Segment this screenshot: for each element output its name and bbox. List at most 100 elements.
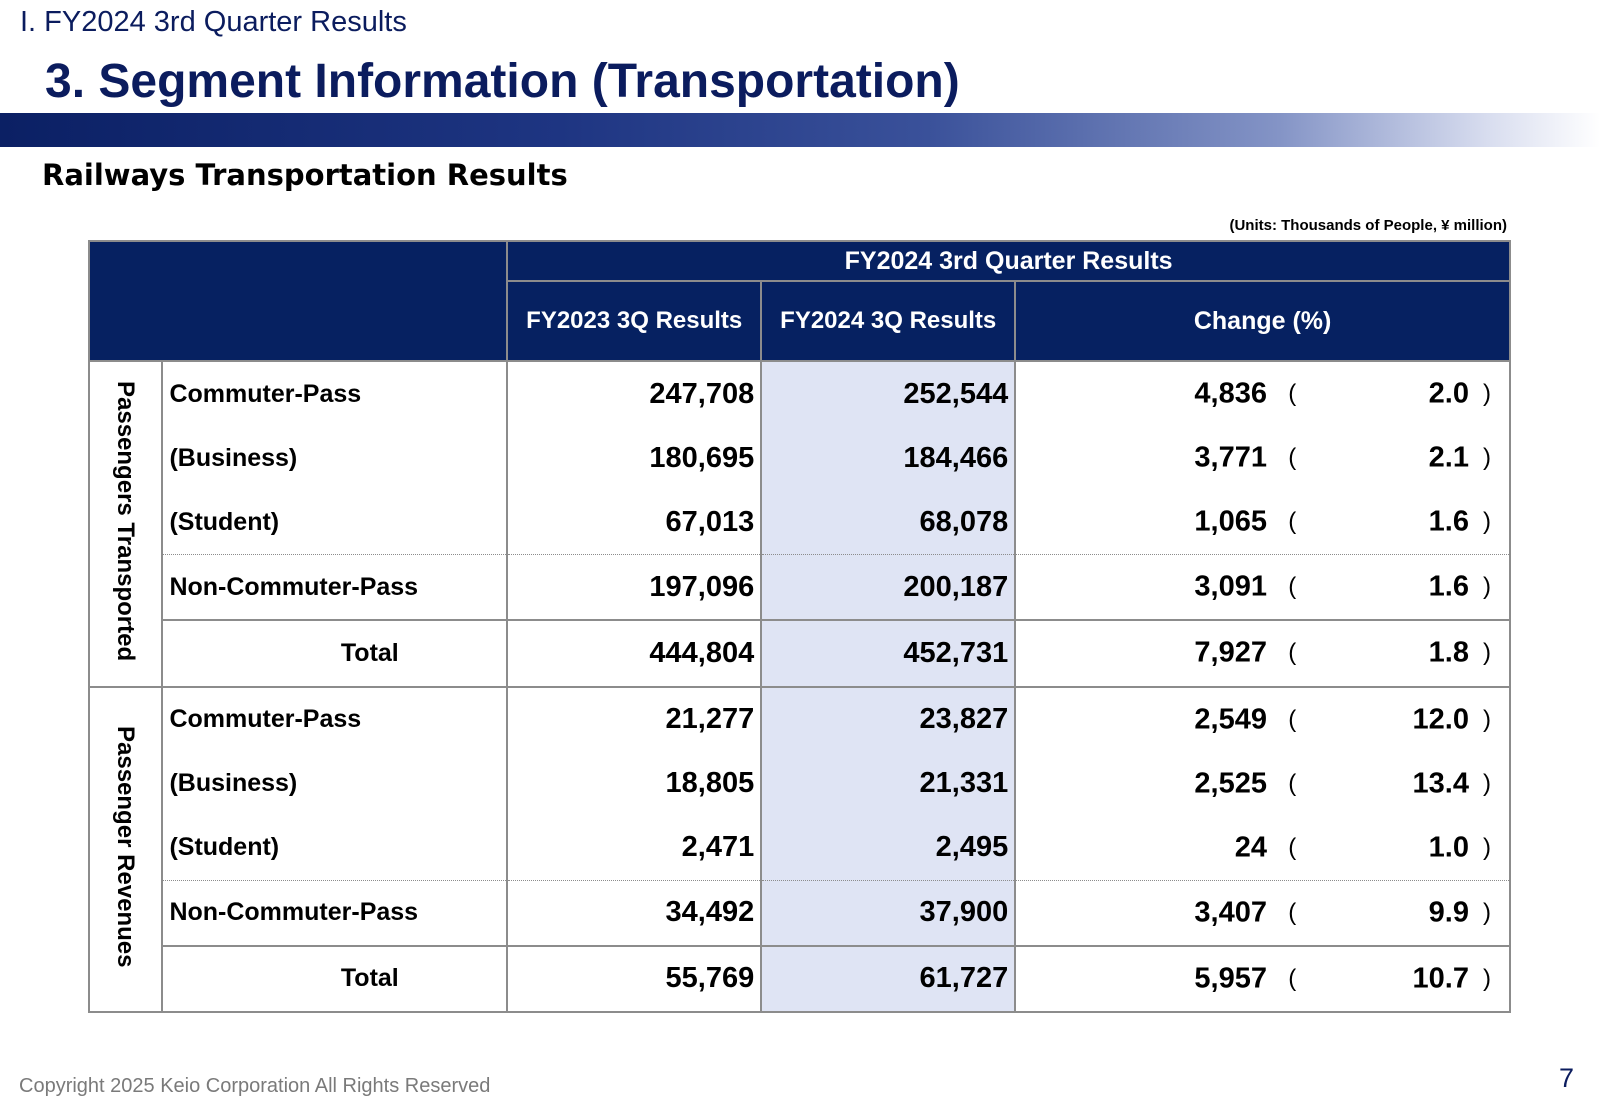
paren-open: ( xyxy=(1288,573,1297,601)
table-row-total: Total 444,804 452,731 7,927 (1.8) xyxy=(89,619,1511,688)
section-label: I. FY2024 3rd Quarter Results xyxy=(20,6,407,38)
paren-open: ( xyxy=(1288,769,1297,797)
row-label: (Business) xyxy=(161,751,509,816)
fy2024-value: 61,727 xyxy=(760,944,1017,1014)
paren-close: ) xyxy=(1483,705,1491,733)
change-value: 1,065 xyxy=(1194,505,1267,538)
header-fy2023-3q: FY2023 3Q Results xyxy=(506,280,763,363)
fy2023-value: 55,769 xyxy=(506,944,763,1014)
group-label-passenger-revenues: Passenger Revenues xyxy=(87,685,164,1014)
fy2024-value: 200,187 xyxy=(760,554,1017,621)
change-cell: 4,836 (2.0) xyxy=(1014,360,1511,427)
change-cell: 5,957 (10.7) xyxy=(1014,944,1511,1014)
change-cell: 7,927 (1.8) xyxy=(1014,619,1511,688)
row-label: Non-Commuter-Pass xyxy=(161,879,509,946)
results-table-frame: FY2024 3rd Quarter Results FY2023 3Q Res… xyxy=(87,239,1511,1014)
change-percent: 10.7 xyxy=(1412,962,1469,995)
header-blank-cell xyxy=(87,239,509,363)
change-cell: 3,407 (9.9) xyxy=(1014,879,1511,946)
fy2024-value: 2,495 xyxy=(760,815,1017,881)
fy2023-value: 197,096 xyxy=(506,554,763,621)
change-value: 24 xyxy=(1234,831,1267,864)
table-row: Non-Commuter-Pass 197,096 200,187 3,091 (… xyxy=(89,554,1511,621)
change-percent: 1.8 xyxy=(1428,636,1469,669)
header-fy2024-3q: FY2024 3Q Results xyxy=(760,280,1017,363)
table-row-total: Total 55,769 61,727 5,957 (10.7) xyxy=(89,944,1511,1014)
row-label: Commuter-Pass xyxy=(161,685,509,752)
change-value: 2,549 xyxy=(1194,703,1267,736)
change-value: 3,771 xyxy=(1194,441,1267,474)
paren-open: ( xyxy=(1288,508,1297,536)
change-value: 5,957 xyxy=(1194,962,1267,995)
fy2023-value: 247,708 xyxy=(506,360,763,427)
change-value: 3,407 xyxy=(1194,896,1267,929)
table-row: (Student) 2,471 2,495 24 (1.0) xyxy=(89,815,1511,881)
row-label-total: Total xyxy=(161,619,509,688)
paren-open: ( xyxy=(1288,444,1297,472)
paren-close: ) xyxy=(1483,769,1491,797)
fy2023-value: 18,805 xyxy=(506,751,763,816)
change-percent: 1.0 xyxy=(1428,831,1469,864)
change-value: 3,091 xyxy=(1194,570,1267,603)
change-cell: 3,771 (2.1) xyxy=(1014,426,1511,491)
row-label: (Business) xyxy=(161,426,509,491)
table-row: Non-Commuter-Pass 34,492 37,900 3,407 (9.… xyxy=(89,879,1511,946)
paren-close: ) xyxy=(1483,964,1491,992)
fy2023-value: 21,277 xyxy=(506,685,763,752)
change-percent: 1.6 xyxy=(1428,570,1469,603)
fy2024-value: 21,331 xyxy=(760,751,1017,816)
change-cell: 2,525 (13.4) xyxy=(1014,751,1511,816)
paren-close: ) xyxy=(1483,833,1491,861)
paren-close: ) xyxy=(1483,898,1491,926)
fy2023-value: 34,492 xyxy=(506,879,763,946)
fy2023-value: 2,471 xyxy=(506,815,763,881)
units-note: (Units: Thousands of People, ¥ million) xyxy=(1229,217,1507,234)
fy2024-value: 68,078 xyxy=(760,490,1017,555)
table-title: Railways Transportation Results xyxy=(42,158,568,192)
table-row: Passenger Revenues Commuter-Pass 21,277 … xyxy=(87,685,1511,1014)
table-row: (Business) 18,805 21,331 2,525 (13.4) xyxy=(89,751,1511,816)
row-label: (Student) xyxy=(161,490,509,555)
change-percent: 13.4 xyxy=(1412,767,1469,800)
change-percent: 2.1 xyxy=(1428,441,1469,474)
fy2024-value: 23,827 xyxy=(760,685,1017,752)
change-cell: 3,091 (1.6) xyxy=(1014,554,1511,621)
paren-open: ( xyxy=(1288,964,1297,992)
paren-open: ( xyxy=(1288,898,1297,926)
paren-open: ( xyxy=(1288,833,1297,861)
change-cell: 2,549 (12.0) xyxy=(1014,685,1511,752)
change-percent: 1.6 xyxy=(1428,505,1469,538)
page-title: 3. Segment Information (Transportation) xyxy=(45,55,960,108)
paren-close: ) xyxy=(1483,444,1491,472)
change-value: 4,836 xyxy=(1194,377,1267,410)
table-row: (Student) 67,013 68,078 1,065 (1.6) xyxy=(89,490,1511,555)
row-label: (Student) xyxy=(161,815,509,881)
fy2024-value: 252,544 xyxy=(760,360,1017,427)
fy2024-value: 452,731 xyxy=(760,619,1017,688)
change-percent: 2.0 xyxy=(1428,377,1469,410)
fy2023-value: 180,695 xyxy=(506,426,763,491)
paren-close: ) xyxy=(1483,508,1491,536)
change-percent: 12.0 xyxy=(1412,703,1469,736)
paren-close: ) xyxy=(1483,380,1491,408)
table-row: Passengers Transported Commuter-Pass 247… xyxy=(87,360,1511,688)
change-percent: 9.9 xyxy=(1428,896,1469,929)
header-fy2024-3q-results: FY2024 3rd Quarter Results xyxy=(506,239,1511,283)
paren-open: ( xyxy=(1288,705,1297,733)
group-label-passengers-transported: Passengers Transported xyxy=(87,360,164,688)
fy2024-value: 37,900 xyxy=(760,879,1017,946)
change-cell: 24 (1.0) xyxy=(1014,815,1511,881)
fy2023-value: 444,804 xyxy=(506,619,763,688)
header-change: Change (%) xyxy=(1014,280,1511,363)
paren-open: ( xyxy=(1288,639,1297,667)
row-label-total: Total xyxy=(161,944,509,1014)
row-label: Commuter-Pass xyxy=(161,360,509,427)
results-table: FY2024 3rd Quarter Results FY2023 3Q Res… xyxy=(87,239,1511,1014)
copyright-footer: Copyright 2025 Keio Corporation All Righ… xyxy=(19,1075,491,1097)
page-number: 7 xyxy=(1558,1063,1574,1093)
change-value: 2,525 xyxy=(1194,767,1267,800)
title-gradient-bar xyxy=(0,113,1600,147)
table-row: (Business) 180,695 184,466 3,771 (2.1) xyxy=(89,426,1511,491)
row-label: Non-Commuter-Pass xyxy=(161,554,509,621)
fy2023-value: 67,013 xyxy=(506,490,763,555)
